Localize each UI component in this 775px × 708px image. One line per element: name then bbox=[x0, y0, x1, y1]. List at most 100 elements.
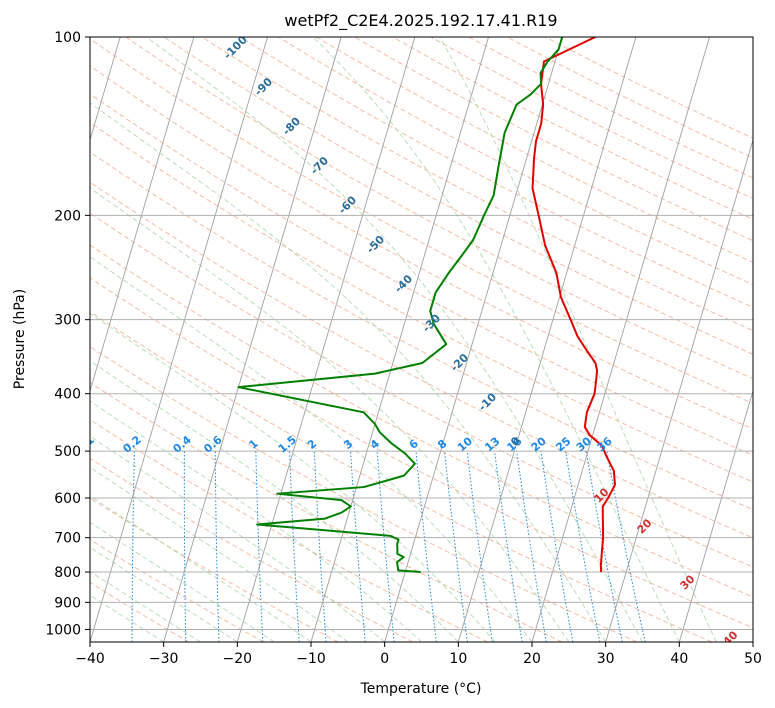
mixing-ratio-label: 2 bbox=[305, 437, 319, 452]
moist-adiabat-line bbox=[90, 187, 570, 642]
moist-adiabat-line bbox=[90, 360, 459, 642]
isotherm-line bbox=[90, 37, 268, 642]
mixing-ratio-line bbox=[313, 451, 327, 642]
moist-adiabat-line bbox=[145, 37, 643, 642]
isotherm-line bbox=[90, 37, 121, 142]
x-tick-label: 10 bbox=[449, 651, 467, 667]
moist-adiabat-line bbox=[439, 37, 717, 642]
isotherm-line bbox=[384, 37, 563, 642]
mixing-ratio-label: 0.2 bbox=[121, 433, 144, 455]
moist-adiabat-line bbox=[90, 435, 385, 642]
mixing-ratio-line bbox=[376, 451, 395, 642]
x-tick-label: 30 bbox=[597, 651, 615, 667]
x-tick-label: 0 bbox=[380, 651, 389, 667]
dry-adiabat-label: -80 bbox=[280, 114, 303, 137]
mixing-ratio-line bbox=[255, 451, 264, 642]
x-tick-label: −30 bbox=[149, 651, 179, 667]
x-axis-label: Temperature (°C) bbox=[360, 681, 482, 697]
x-tick-label: 40 bbox=[670, 651, 688, 667]
plot-frame bbox=[89, 36, 754, 643]
moist-adiabat-label: 40 bbox=[721, 628, 741, 648]
y-axis-label: Pressure (hPa) bbox=[12, 289, 28, 389]
y-tick-label: 100 bbox=[54, 30, 81, 46]
y-tick-label: 400 bbox=[54, 387, 81, 403]
dry-adiabat-line bbox=[125, 37, 753, 380]
y-axis-ticks: 100 200 300 400 500 600 700 800 900 1000 bbox=[45, 30, 90, 638]
chart-title: wetPf2_C2E4.2025.192.17.41.R19 bbox=[284, 11, 557, 31]
series-lines bbox=[237, 37, 616, 574]
x-tick-label: −10 bbox=[296, 651, 326, 667]
moist-adiabat-line bbox=[90, 102, 607, 642]
dry-adiabat-line bbox=[90, 311, 712, 642]
dry-adiabat-line bbox=[90, 93, 753, 456]
dry-adiabat-line bbox=[90, 381, 563, 642]
mixing-ratio-line bbox=[289, 451, 300, 642]
dry-adiabat-line bbox=[90, 244, 753, 598]
y-tick-label: 300 bbox=[54, 313, 81, 329]
y-tick-label: 200 bbox=[54, 208, 81, 224]
dry-adiabat-line bbox=[90, 277, 753, 629]
dry-adiabat-line bbox=[90, 181, 753, 539]
y-tick-label: 500 bbox=[54, 444, 81, 460]
dry-adiabat-line bbox=[239, 37, 753, 308]
y-tick-label: 900 bbox=[54, 595, 81, 611]
temperature-profile-line bbox=[531, 37, 616, 573]
dry-adiabat-label: -70 bbox=[308, 154, 331, 177]
mixing-ratio-line bbox=[540, 451, 574, 642]
mixing-ratio-label: 4 bbox=[368, 437, 382, 452]
mixing-ratio-line bbox=[82, 451, 88, 642]
moist-adiabat-line bbox=[312, 37, 680, 642]
dry-adiabat-line bbox=[90, 65, 753, 430]
x-tick-label: 20 bbox=[523, 651, 541, 667]
y-tick-label: 700 bbox=[54, 531, 81, 547]
mixing-ratio-label: 0.4 bbox=[170, 433, 194, 456]
mixing-ratio-line bbox=[466, 451, 493, 642]
isotherm-line bbox=[752, 640, 753, 642]
mixing-ratio-label: 0.1 bbox=[74, 433, 97, 455]
moist-adiabat-line bbox=[90, 570, 201, 642]
isotherm-line bbox=[457, 37, 637, 642]
mixing-ratio-label: 0.6 bbox=[201, 433, 225, 456]
dry-adiabat-line bbox=[90, 581, 190, 642]
isotherm-line bbox=[310, 37, 489, 642]
mixing-ratio-line bbox=[214, 451, 220, 642]
mixing-ratio-line bbox=[516, 451, 547, 642]
moist-adiabat-line bbox=[90, 546, 238, 642]
isotherm-line bbox=[90, 37, 195, 393]
y-tick-label: 600 bbox=[54, 491, 81, 507]
mixing-ratio-line bbox=[350, 451, 366, 642]
x-tick-label: −20 bbox=[223, 651, 253, 667]
mixing-ratio-line bbox=[444, 451, 469, 642]
dry-adiabat-line bbox=[90, 345, 638, 642]
moist-adiabat-line bbox=[90, 521, 275, 642]
dry-adiabat-line bbox=[90, 212, 753, 568]
dry-adiabat-label: -40 bbox=[392, 272, 415, 295]
dry-adiabat-label: -30 bbox=[420, 311, 443, 334]
mixing-ratio-line bbox=[606, 451, 646, 642]
mixing-ratio-line bbox=[183, 451, 187, 642]
dry-adiabat-line bbox=[90, 419, 488, 642]
mixing-ratio-line bbox=[415, 451, 437, 642]
line-labels: 0.1 0.2 0.4 0.6 1 1.5 2 3 4 6 8 10 13 16 20 25 30 36-100-… bbox=[74, 37, 741, 648]
mixing-ratio-label: 3 bbox=[341, 437, 355, 452]
x-axis-ticks: −40 −30 −20 −10 0 10 20 30 40 50 bbox=[75, 642, 762, 667]
isotherm-line bbox=[531, 37, 710, 642]
isotherm-line bbox=[163, 37, 342, 642]
moist-adiabat-line bbox=[90, 466, 349, 642]
mixing-ratio-line bbox=[494, 451, 523, 642]
y-tick-label: 1000 bbox=[45, 622, 81, 638]
y-tick-label: 800 bbox=[54, 565, 81, 581]
x-tick-label: 50 bbox=[744, 651, 762, 667]
x-tick-label: −40 bbox=[75, 651, 105, 667]
isotherm-line bbox=[678, 389, 753, 642]
dry-adiabat-line bbox=[90, 38, 753, 405]
isotherm-line bbox=[236, 37, 416, 642]
mixing-ratio-label: 6 bbox=[407, 437, 421, 452]
moist-adiabat-line bbox=[90, 256, 533, 642]
dewpoint-profile-line bbox=[237, 37, 564, 574]
grid-lines bbox=[90, 37, 753, 642]
mixing-ratio-line bbox=[131, 451, 135, 642]
dry-adiabat-label: -50 bbox=[364, 233, 387, 256]
dry-adiabat-line bbox=[354, 37, 753, 242]
